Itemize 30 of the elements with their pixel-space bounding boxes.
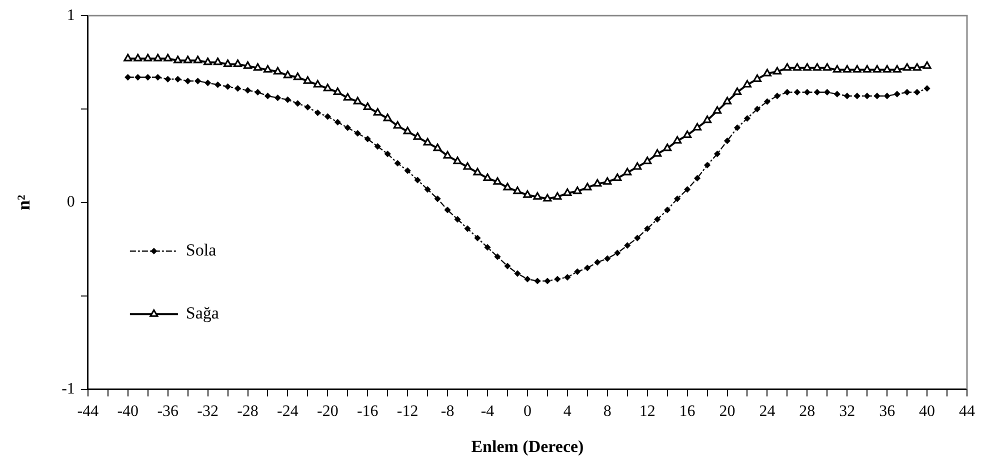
- y-tick-label: 0: [66, 194, 75, 211]
- y-axis-title: n²: [13, 194, 34, 210]
- y-tick-label: -1: [62, 380, 75, 398]
- x-tick-label: 0: [523, 403, 532, 420]
- x-tick-label: 28: [799, 403, 816, 420]
- x-tick-label: -8: [440, 403, 454, 420]
- x-tick-label: 40: [919, 403, 936, 420]
- x-tick-label: -28: [237, 403, 258, 420]
- x-tick-label: -24: [277, 403, 298, 420]
- x-tick-label: -40: [117, 403, 139, 420]
- x-tick-label: -32: [197, 403, 218, 420]
- x-tick-label: 24: [759, 403, 776, 420]
- x-axis-title: Enlem (Derece): [471, 437, 584, 456]
- x-tick-label: -36: [157, 403, 179, 420]
- y-tick-label: 1: [66, 6, 75, 24]
- x-tick-label: 32: [839, 403, 856, 420]
- x-tick-label: 16: [679, 403, 696, 420]
- x-tick-label: -44: [77, 403, 99, 420]
- x-tick-label: -20: [317, 403, 338, 420]
- x-tick-label: -16: [356, 403, 378, 420]
- x-tick-label: 20: [719, 403, 736, 420]
- x-tick-label: -4: [480, 403, 494, 420]
- x-tick-label: 44: [959, 403, 975, 420]
- x-tick-label: 36: [879, 403, 896, 420]
- legend-label: Sola: [186, 240, 217, 260]
- x-tick-label: -12: [396, 403, 418, 420]
- x-tick-label: 12: [639, 403, 656, 420]
- x-tick-label: 8: [603, 403, 612, 420]
- x-tick-label: 4: [563, 403, 572, 420]
- legend-label: Sağa: [186, 304, 220, 323]
